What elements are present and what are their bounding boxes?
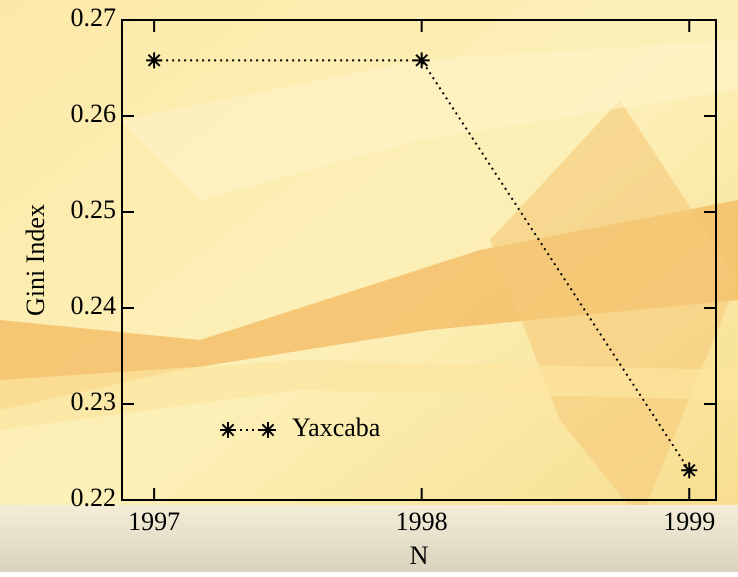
x-axis-label: N [410, 541, 429, 570]
y-tick-label: 0.24 [71, 291, 117, 320]
y-tick-label: 0.26 [71, 99, 117, 128]
y-tick-label: 0.27 [71, 3, 117, 32]
marker [681, 462, 698, 479]
x-tick-label: 1999 [663, 507, 715, 536]
x-tick-label: 1998 [396, 507, 448, 536]
decor [0, 360, 738, 430]
legend-marker [220, 422, 236, 438]
legend-marker [260, 422, 276, 438]
y-tick-label: 0.25 [71, 195, 117, 224]
y-tick-label: 0.23 [71, 387, 117, 416]
plot-frame [121, 19, 717, 501]
decor [120, 40, 738, 200]
decor [490, 100, 738, 520]
marker [146, 52, 163, 69]
marker [413, 52, 430, 69]
y-tick-label: 0.22 [71, 483, 117, 512]
x-tick-label: 1997 [128, 507, 180, 536]
y-axis-label: Gini Index [21, 204, 50, 316]
legend-label: Yaxcaba [292, 413, 381, 442]
footer-band [0, 505, 738, 572]
